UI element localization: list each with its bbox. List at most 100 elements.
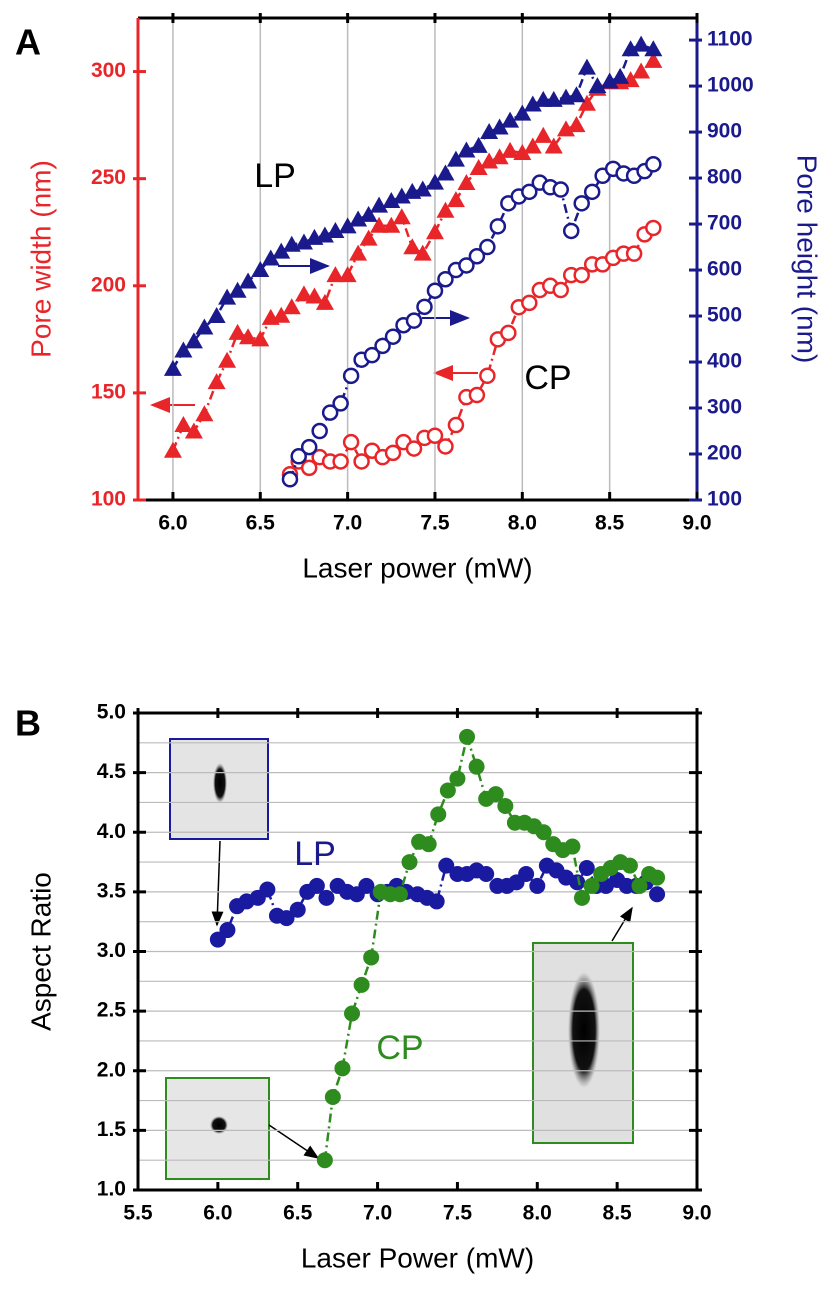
marker — [479, 367, 496, 385]
marker — [384, 328, 402, 345]
inset-image — [165, 1077, 320, 1180]
marker — [163, 359, 182, 376]
marker — [574, 889, 591, 906]
x-tick-label: 7.0 — [333, 512, 362, 535]
y-tick-label: 4.0 — [97, 820, 126, 843]
annotation: CP — [524, 359, 571, 397]
marker — [480, 152, 499, 169]
marker — [195, 405, 214, 422]
marker — [621, 857, 638, 874]
y-tick-label: 1.5 — [97, 1118, 127, 1141]
panel-label: A — [15, 22, 41, 63]
y-tick-label: 3.5 — [97, 879, 127, 902]
marker — [300, 438, 318, 456]
y-tick-label: 5.0 — [97, 701, 126, 724]
y2-tick-label: 900 — [707, 120, 742, 143]
inset-image — [169, 738, 269, 927]
marker — [370, 196, 389, 213]
marker — [315, 226, 334, 243]
marker — [207, 373, 226, 390]
marker — [446, 191, 465, 208]
marker — [426, 282, 444, 299]
marker — [207, 307, 226, 324]
marker — [416, 298, 433, 316]
y2-tick-label: 600 — [707, 258, 742, 281]
marker — [577, 58, 596, 75]
series-line — [288, 163, 655, 480]
marker — [326, 266, 345, 283]
marker — [401, 854, 418, 871]
marker — [259, 881, 276, 898]
marker — [316, 1152, 333, 1169]
marker — [513, 104, 532, 121]
marker — [342, 367, 360, 385]
marker — [184, 332, 203, 349]
y2-tick-label: 400 — [707, 350, 742, 373]
marker — [353, 976, 370, 993]
marker — [523, 95, 542, 112]
marker — [403, 238, 422, 255]
marker — [632, 35, 651, 52]
marker — [425, 223, 444, 240]
x-axis-title: Laser Power (mW) — [301, 1242, 534, 1273]
y-tick-label: 3.0 — [97, 939, 126, 962]
marker — [294, 233, 313, 250]
marker — [562, 222, 580, 240]
marker — [239, 328, 258, 345]
y-tick-label: 1.0 — [97, 1178, 126, 1201]
marker — [251, 261, 270, 278]
marker — [535, 824, 552, 841]
marker — [251, 330, 270, 347]
marker — [163, 441, 182, 458]
y-tick-label: 2.5 — [97, 999, 127, 1022]
marker — [413, 244, 432, 261]
marker — [573, 266, 590, 284]
marker — [384, 444, 402, 462]
marker — [521, 183, 538, 201]
x-tick-label: 6.0 — [203, 1202, 232, 1225]
marker — [649, 869, 666, 886]
marker — [359, 205, 378, 222]
marker — [425, 173, 444, 190]
marker — [583, 877, 600, 894]
marker — [438, 857, 455, 874]
marker — [625, 245, 643, 262]
marker — [632, 62, 651, 79]
marker — [344, 1005, 361, 1022]
marker — [480, 123, 499, 140]
x-tick-label: 6.0 — [158, 512, 187, 535]
marker — [358, 877, 375, 894]
marker — [564, 838, 581, 855]
x-tick-label: 7.5 — [420, 512, 450, 535]
marker — [305, 287, 324, 304]
x-tick-label: 7.5 — [443, 1202, 473, 1225]
marker — [282, 298, 301, 315]
marker — [294, 285, 313, 302]
y2-tick-label: 100 — [707, 488, 742, 511]
marker — [289, 901, 306, 918]
marker — [219, 922, 236, 939]
y2-tick-label: 800 — [707, 166, 742, 189]
marker — [529, 877, 546, 894]
series-line — [171, 59, 655, 452]
x-tick-label: 8.5 — [595, 512, 625, 535]
marker — [228, 323, 247, 340]
marker — [479, 238, 496, 256]
marker — [332, 453, 349, 470]
marker — [405, 312, 423, 329]
x-tick-label: 9.0 — [682, 512, 711, 535]
x-tick-label: 6.5 — [246, 512, 276, 535]
marker — [644, 51, 663, 68]
marker — [324, 1088, 341, 1105]
marker — [500, 324, 517, 342]
marker — [556, 120, 575, 137]
marker — [321, 404, 339, 421]
marker — [239, 272, 258, 289]
marker — [228, 281, 247, 298]
marker — [552, 181, 569, 198]
marker — [544, 137, 563, 154]
marker — [218, 351, 237, 368]
y-axis-title: Pore width (nm) — [25, 160, 56, 358]
